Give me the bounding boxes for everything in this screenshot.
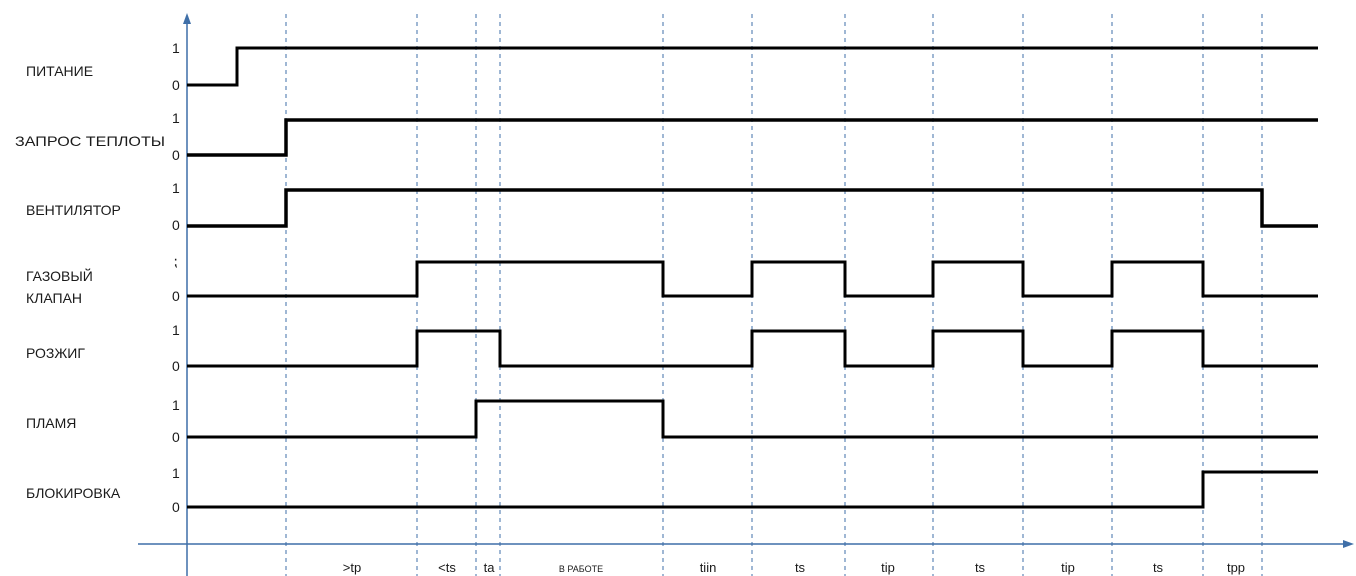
waveform-lockout (187, 470, 1318, 509)
period-label-operating: В РАБОТЕ (559, 564, 603, 574)
y-axis-arrow-icon (183, 13, 191, 24)
signal-names: ПИТАНИЕ ЗАПРОС ТЕПЛОТЫ ВЕНТИЛЯТОР ГАЗОВЫ… (15, 63, 165, 501)
waveform-fan (187, 188, 1318, 228)
period-label-prepurge: >tp (343, 560, 361, 575)
level-high-lockout: 1 (172, 465, 180, 481)
signal-label-ignition: РОЗЖИГ (26, 345, 85, 361)
signal-label-flame: ПЛАМЯ (26, 415, 76, 431)
period-label-tip-2: tip (1061, 560, 1075, 575)
waveform-ignition (187, 329, 1318, 368)
level-high-heat-request: 1 (172, 110, 180, 126)
level-high-power: 1 (172, 40, 180, 56)
waveform-gas-valve (187, 260, 1318, 298)
level-high-fan: 1 (172, 180, 180, 196)
level-low-ignition: 0 (172, 358, 180, 374)
level-high-gas-valve: ⁏ (173, 253, 178, 269)
period-label-safety-time: <ts (438, 560, 456, 575)
x-axis-arrow-icon (1343, 540, 1354, 548)
signal-label-gas-valve: ГАЗОВЫЙ (26, 267, 93, 284)
signal-label-lockout: БЛОКИРОВКА (26, 485, 121, 501)
period-label-tip-1: tip (881, 560, 895, 575)
waveform-heat-request (187, 118, 1318, 157)
level-low-gas-valve: 0 (172, 288, 180, 304)
level-low-lockout: 0 (172, 499, 180, 515)
time-guide-lines (285, 14, 1263, 576)
period-label-tiin: tiin (700, 560, 717, 575)
period-labels: >tp <ts ta В РАБОТЕ tiin ts tip ts tip t… (343, 560, 1245, 575)
level-high-flame: 1 (172, 397, 180, 413)
period-label-ta: ta (484, 560, 496, 575)
signal-label-fan: ВЕНТИЛЯТОР (26, 202, 121, 218)
level-low-power: 0 (172, 77, 180, 93)
level-low-fan: 0 (172, 217, 180, 233)
period-label-tpp: tpp (1227, 560, 1245, 575)
signal-label-heat-request: ЗАПРОС ТЕПЛОТЫ (15, 133, 165, 149)
period-label-ts-2: ts (975, 560, 986, 575)
signal-waveforms (187, 46, 1318, 509)
level-high-ignition: 1 (172, 322, 180, 338)
signal-label-gas-valve-line2: КЛАПАН (26, 290, 82, 306)
level-low-heat-request: 0 (172, 147, 180, 163)
level-low-flame: 0 (172, 429, 180, 445)
period-label-ts-1: ts (795, 560, 806, 575)
signal-label-power: ПИТАНИЕ (26, 63, 93, 79)
waveform-power (187, 46, 1318, 87)
period-label-ts-3: ts (1153, 560, 1164, 575)
level-marks: 1 0 1 0 1 0 ⁏ 0 1 0 1 0 1 0 (172, 40, 180, 515)
waveform-flame (187, 399, 1318, 439)
